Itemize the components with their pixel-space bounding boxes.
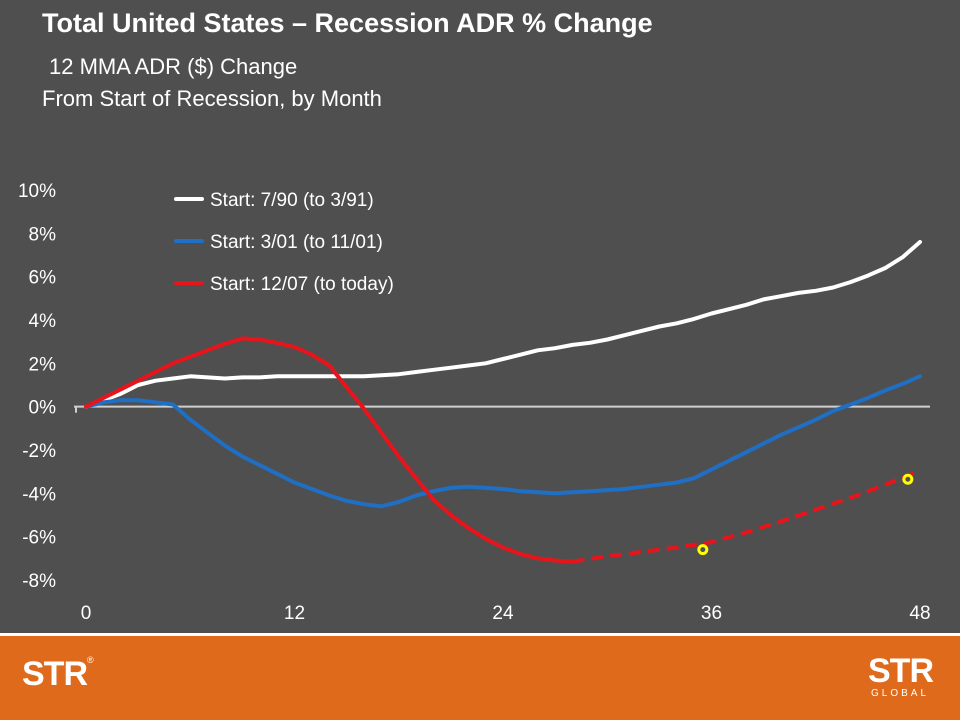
legend-label: Start: 7/90 (to 3/91) [210, 190, 374, 211]
footer-divider [0, 633, 960, 636]
str-global-logo-sub: GLOBAL [871, 688, 930, 699]
y-tick-label: -2% [22, 441, 56, 462]
y-tick-label: 4% [29, 311, 57, 332]
x-tick-label: 48 [909, 603, 930, 624]
str-logo-left: STR® [22, 655, 94, 693]
x-tick-label: 24 [492, 603, 514, 624]
series-line-0 [84, 240, 922, 409]
chart-subtitle-line2: From Start of Recession, by Month [42, 86, 382, 111]
series-line-1 [84, 374, 922, 509]
x-tick-label: 36 [701, 603, 722, 624]
series-group [84, 240, 922, 564]
footer-bar [0, 636, 960, 720]
y-axis-ticks: 10% 8% 6% 4% 2% 0% -2% -4% -6% -8% [18, 181, 56, 592]
line-chart: 10% 8% 6% 4% 2% 0% -2% -4% -6% -8% 0 12 24 36 48 Star… [18, 181, 931, 624]
chart-subtitle-line1: 12 MMA ADR ($) Change [49, 54, 298, 79]
y-tick-label: 8% [29, 224, 57, 245]
y-tick-label: -4% [22, 484, 56, 505]
x-tick-label: 12 [284, 603, 305, 624]
y-tick-label: 0% [29, 398, 57, 419]
y-tick-label: -6% [22, 528, 56, 549]
x-axis-ticks: 0 12 24 36 48 [75, 406, 931, 624]
y-tick-label: 6% [29, 268, 57, 289]
chart-title: Total United States – Recession ADR % Ch… [42, 8, 653, 38]
series-line-projection [572, 468, 921, 564]
y-tick-label: 2% [29, 354, 57, 375]
point-marker [902, 473, 914, 485]
x-tick-label: 0 [81, 603, 92, 624]
legend-label: Start: 3/01 (to 11/01) [210, 232, 383, 253]
str-global-logo: STR [868, 652, 934, 690]
legend: Start: 7/90 (to 3/91) Start: 3/01 (to 11/… [174, 190, 394, 295]
y-tick-label: 10% [18, 181, 56, 202]
markers-group [697, 473, 914, 556]
legend-label: Start: 12/07 (to today) [210, 274, 394, 295]
series-line-2 [84, 336, 575, 564]
y-tick-label: -8% [22, 571, 56, 592]
point-marker [697, 544, 709, 556]
